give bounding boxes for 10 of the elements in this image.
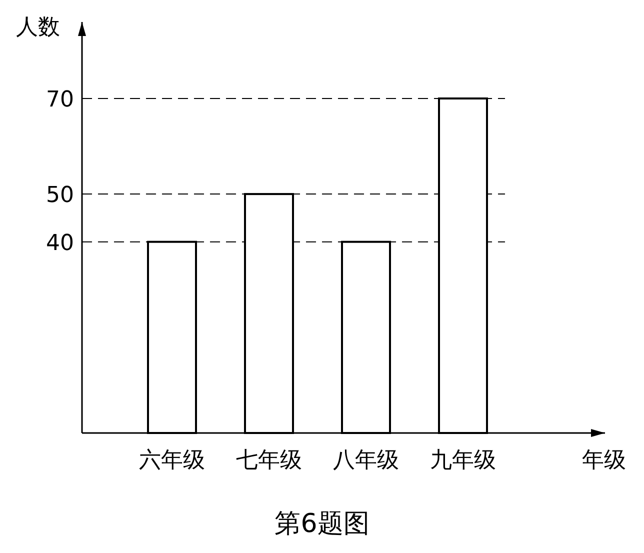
x-axis-title: 年级 — [582, 448, 626, 473]
x-tick-label: 九年级 — [430, 448, 496, 473]
y-tick-label: 70 — [46, 87, 74, 112]
x-tick-label: 六年级 — [139, 448, 205, 473]
x-tick-label: 八年级 — [333, 448, 399, 473]
y-axis-title: 人数 — [16, 15, 60, 40]
x-tick-label: 七年级 — [236, 448, 302, 473]
y-tick-label: 40 — [46, 230, 74, 256]
text: 第6题图 — [274, 509, 370, 539]
y-tick-label: 50 — [46, 183, 74, 208]
